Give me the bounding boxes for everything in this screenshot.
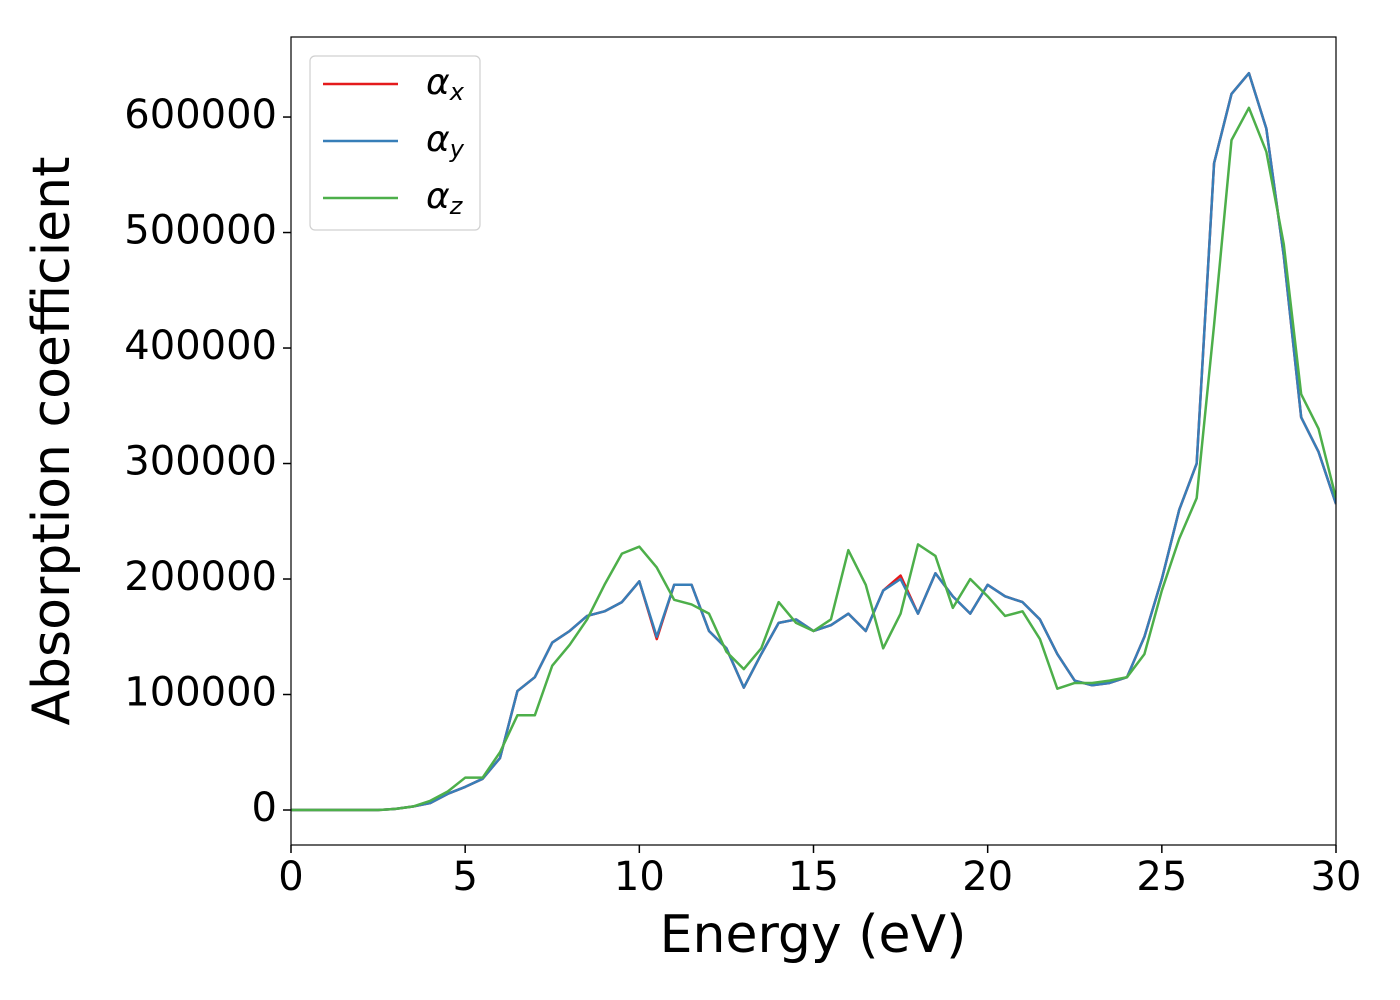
legend: αx αy αz: [309, 55, 481, 231]
x-tick-label: 15: [788, 854, 839, 900]
legend-label: αy: [426, 119, 465, 163]
y-tick-label: 300000: [124, 439, 277, 485]
legend-box: [309, 55, 481, 231]
y-tick-label: 400000: [124, 323, 277, 369]
y-tick-label: 200000: [124, 554, 277, 600]
x-tick-label: 25: [1136, 854, 1187, 900]
y-tick-label: 100000: [124, 670, 277, 716]
y-tick-label: 0: [252, 785, 277, 831]
x-tick-label: 30: [1311, 854, 1362, 900]
x-tick-label: 5: [452, 854, 477, 900]
legend-label: αx: [426, 62, 465, 106]
y-axis-label: Absorption coefficient: [22, 156, 82, 725]
y-tick-label: 600000: [124, 92, 277, 138]
series-line: [291, 106, 1336, 812]
y-tick-label: 500000: [124, 208, 277, 254]
x-tick-label: 0: [278, 854, 303, 900]
x-tick-label: 10: [614, 854, 665, 900]
legend-label: αz: [426, 176, 464, 220]
plot-frame: [290, 36, 1337, 846]
x-tick-label: 20: [962, 854, 1013, 900]
x-axis-label: Energy (eV): [660, 905, 967, 965]
